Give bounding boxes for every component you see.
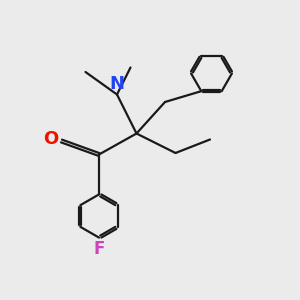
Text: F: F bbox=[93, 240, 105, 258]
Text: O: O bbox=[43, 130, 58, 148]
Text: N: N bbox=[110, 75, 124, 93]
